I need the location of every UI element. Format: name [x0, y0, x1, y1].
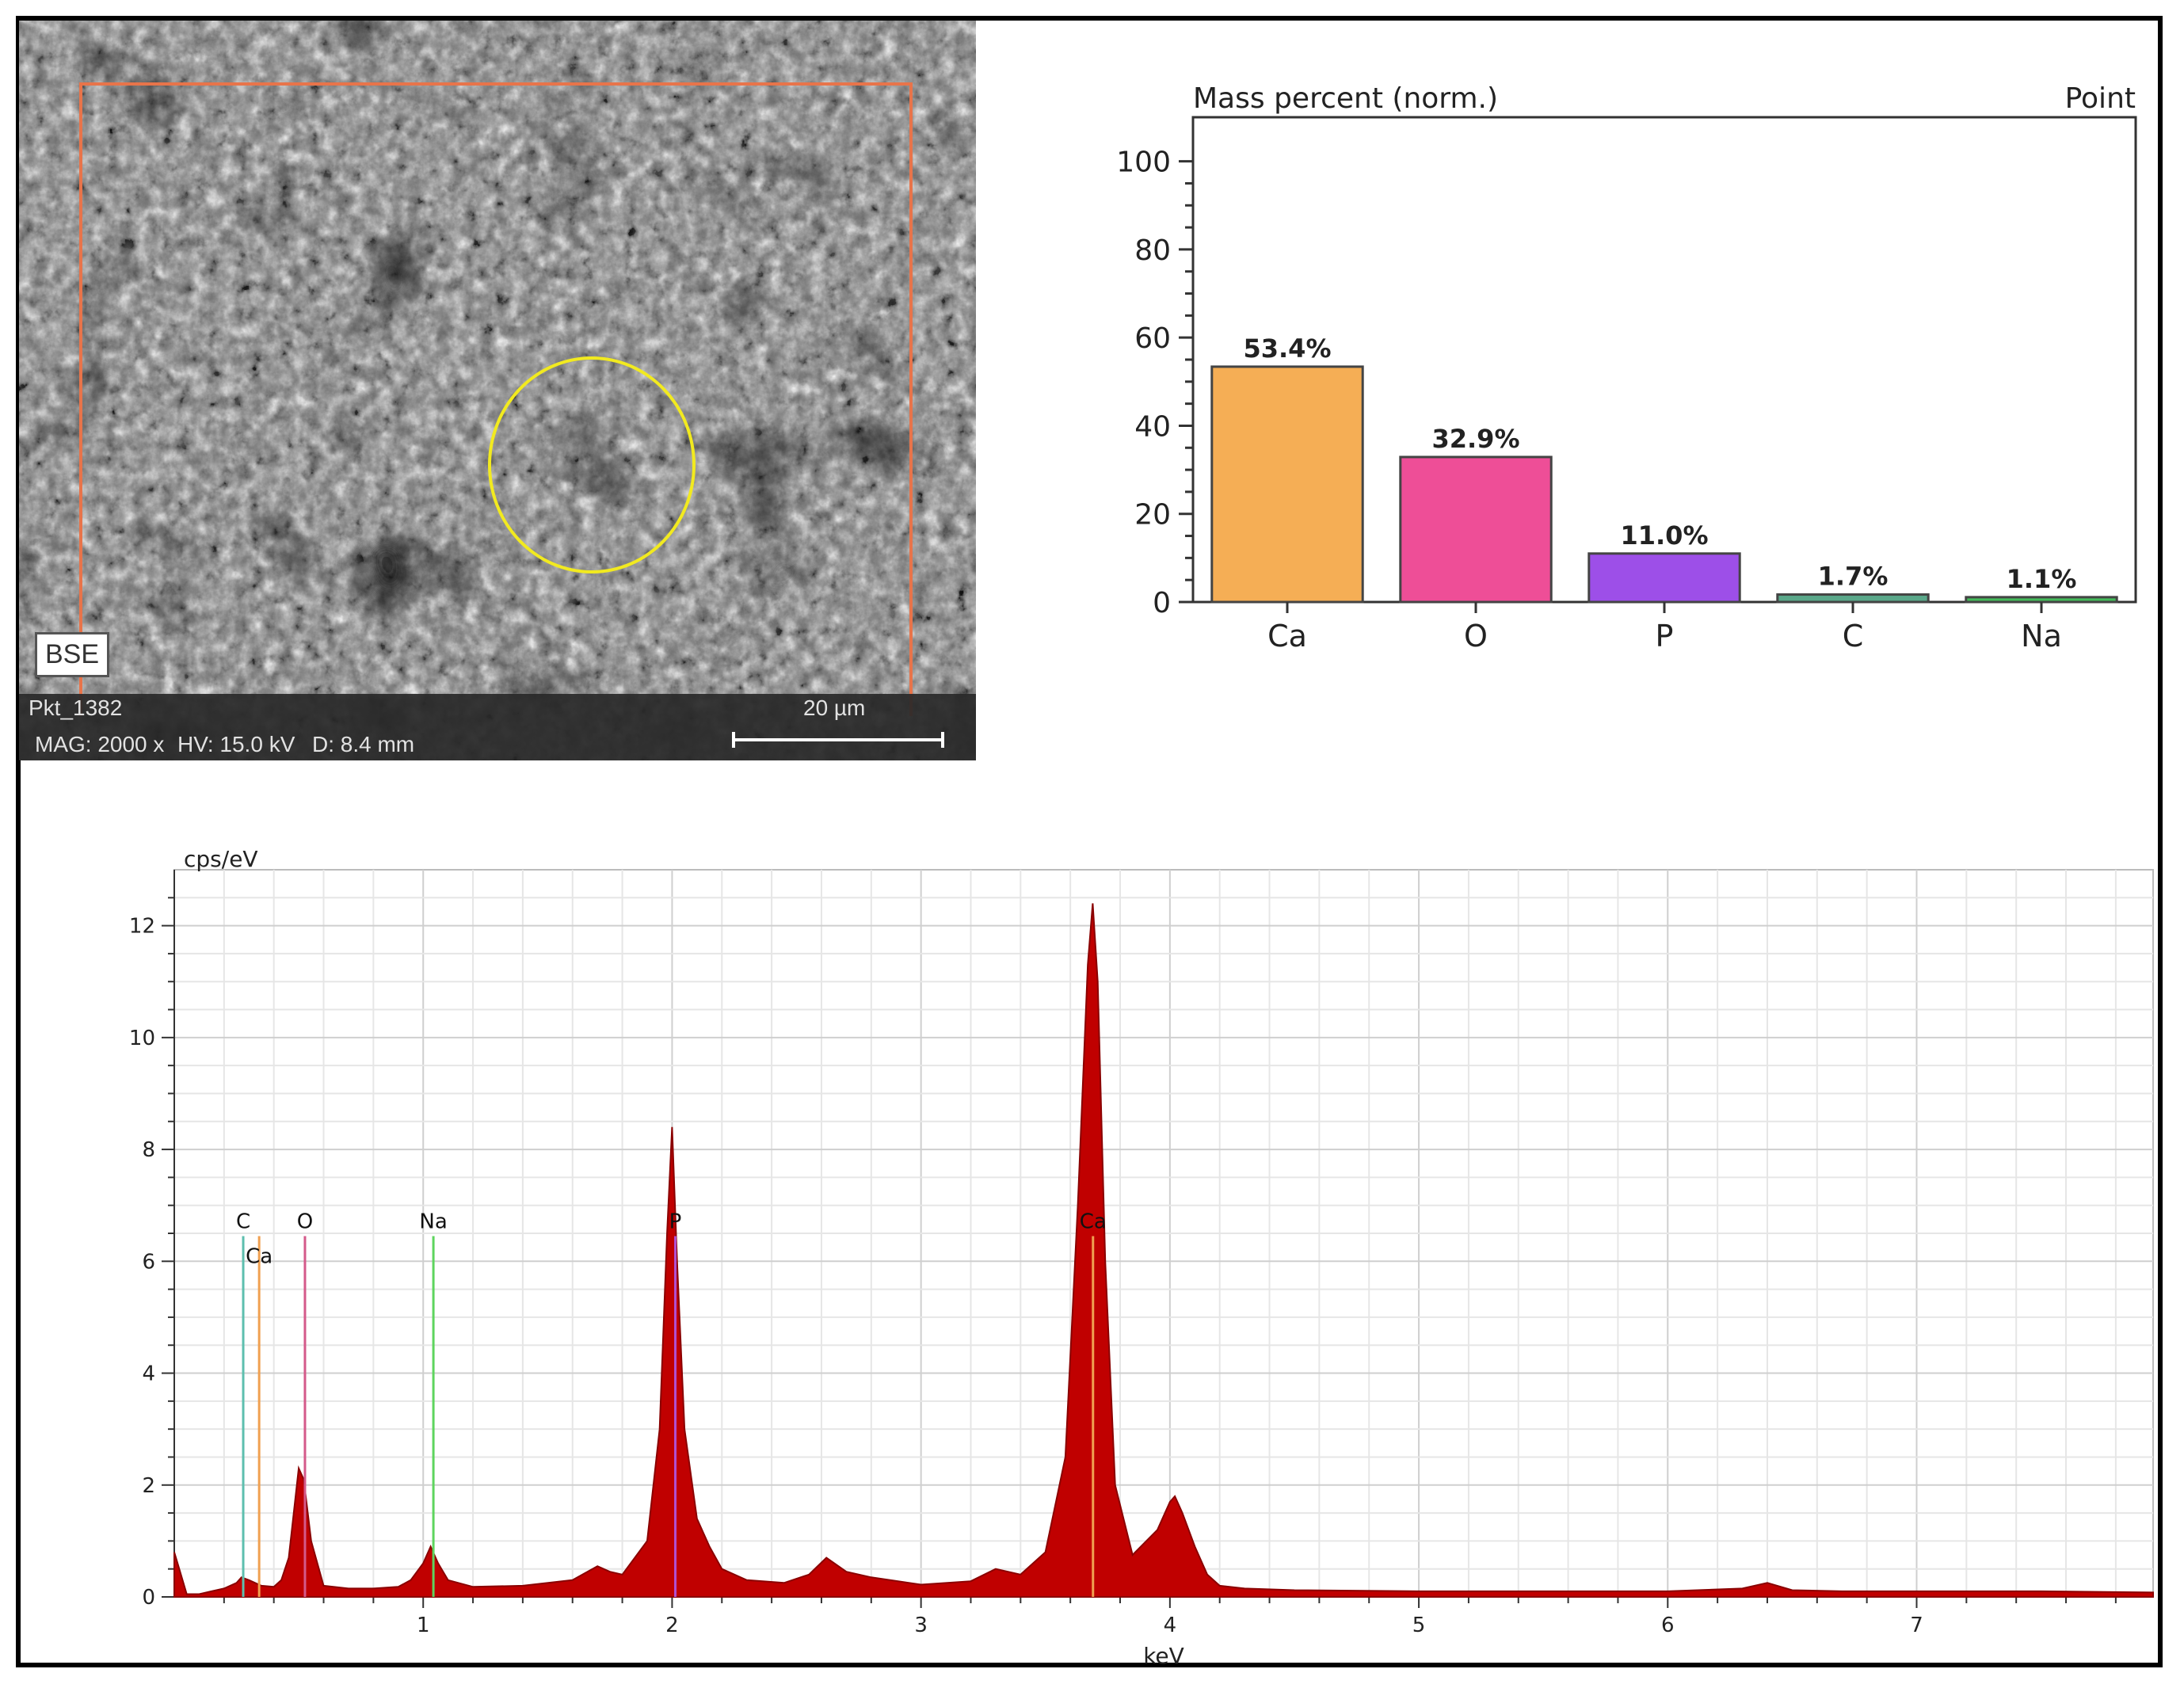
scale-bar-label: 20 µm [803, 695, 866, 720]
y-tick-label: 80 [1134, 234, 1171, 267]
bar-value-label: 1.7% [1818, 562, 1889, 592]
element-marker-label-ca: Ca [246, 1245, 273, 1269]
y-tick-label: 20 [1134, 499, 1171, 532]
micrograph-info-bar [19, 694, 976, 760]
detector-label: BSE [35, 632, 110, 677]
y-tick-label: 4 [142, 1362, 155, 1386]
spectrum-area [173, 903, 2154, 1598]
bar-value-label: 53.4% [1243, 333, 1331, 364]
y-tick-label: 8 [142, 1138, 155, 1162]
mass-percent-bar-chart: 0 20 40 60 80 100 53.4% Ca 32.9% O 11.0% P 1.7% C 1.1%… [1116, 82, 2137, 653]
bar-p [1587, 552, 1741, 604]
bar-chart-title: Mass percent (norm.) [1193, 82, 1498, 115]
figure-frame [16, 16, 2163, 1667]
element-marker-label-c: C [236, 1210, 250, 1234]
bar-ca [1210, 365, 1364, 604]
element-marker-label-na: Na [419, 1210, 447, 1234]
y-tick-label: 60 [1134, 322, 1171, 355]
x-tick-label: Na [2021, 619, 2062, 653]
x-tick-label: C [1843, 619, 1864, 653]
working-distance: D: 8.4 mm [312, 732, 415, 756]
y-tick-label: 100 [1116, 147, 1171, 179]
sem-micrograph: BSE Pkt_1382 MAG: 2000 x HV: 15.0 kV D: … [19, 21, 976, 760]
x-tick-label: 3 [914, 1614, 928, 1637]
analysis-region-rectangle [79, 82, 913, 716]
y-tick-label: 2 [142, 1474, 155, 1498]
x-tick-label: O [1464, 619, 1488, 653]
y-tick-label: 0 [1153, 587, 1171, 619]
point-spot-circle [488, 356, 696, 573]
micrograph-texture [19, 21, 976, 760]
bar-value-label: 11.0% [1620, 520, 1708, 551]
bar-na [1965, 596, 2118, 604]
element-marker-label-p: P [669, 1210, 682, 1234]
y-tick-label: 6 [142, 1250, 155, 1274]
element-marker-label-o: O [297, 1210, 313, 1234]
x-tick-label: 4 [1164, 1614, 1177, 1637]
element-marker-label-ca: Ca [1080, 1210, 1107, 1234]
bar-o [1399, 455, 1553, 604]
spectrum-x-axis-label: keV [1143, 1643, 1184, 1669]
x-tick-label: 1 [417, 1614, 430, 1637]
x-tick-label: Ca [1267, 619, 1307, 653]
point-id: Pkt_1382 [29, 695, 123, 720]
y-tick-label: 12 [129, 915, 155, 939]
y-tick-label: 10 [129, 1027, 155, 1050]
bar-c [1776, 593, 1930, 604]
x-tick-label: 7 [1910, 1614, 1923, 1637]
x-tick-label: P [1656, 619, 1674, 653]
scale-bar [732, 732, 944, 748]
x-tick-label: 5 [1412, 1614, 1426, 1637]
bar-value-label: 32.9% [1431, 424, 1519, 454]
y-tick-label: 40 [1134, 410, 1171, 443]
bar-value-label: 1.1% [2007, 564, 2077, 594]
x-tick-label: 6 [1661, 1614, 1675, 1637]
y-tick-label: 0 [142, 1586, 155, 1610]
x-tick-label: 2 [665, 1614, 679, 1637]
magnification: MAG: 2000 x [35, 732, 165, 756]
spectrum-y-axis-label: cps/eV [184, 846, 258, 872]
bar-chart-corner-label: Point [2065, 82, 2136, 115]
high-voltage: HV: 15.0 kV [177, 732, 295, 756]
